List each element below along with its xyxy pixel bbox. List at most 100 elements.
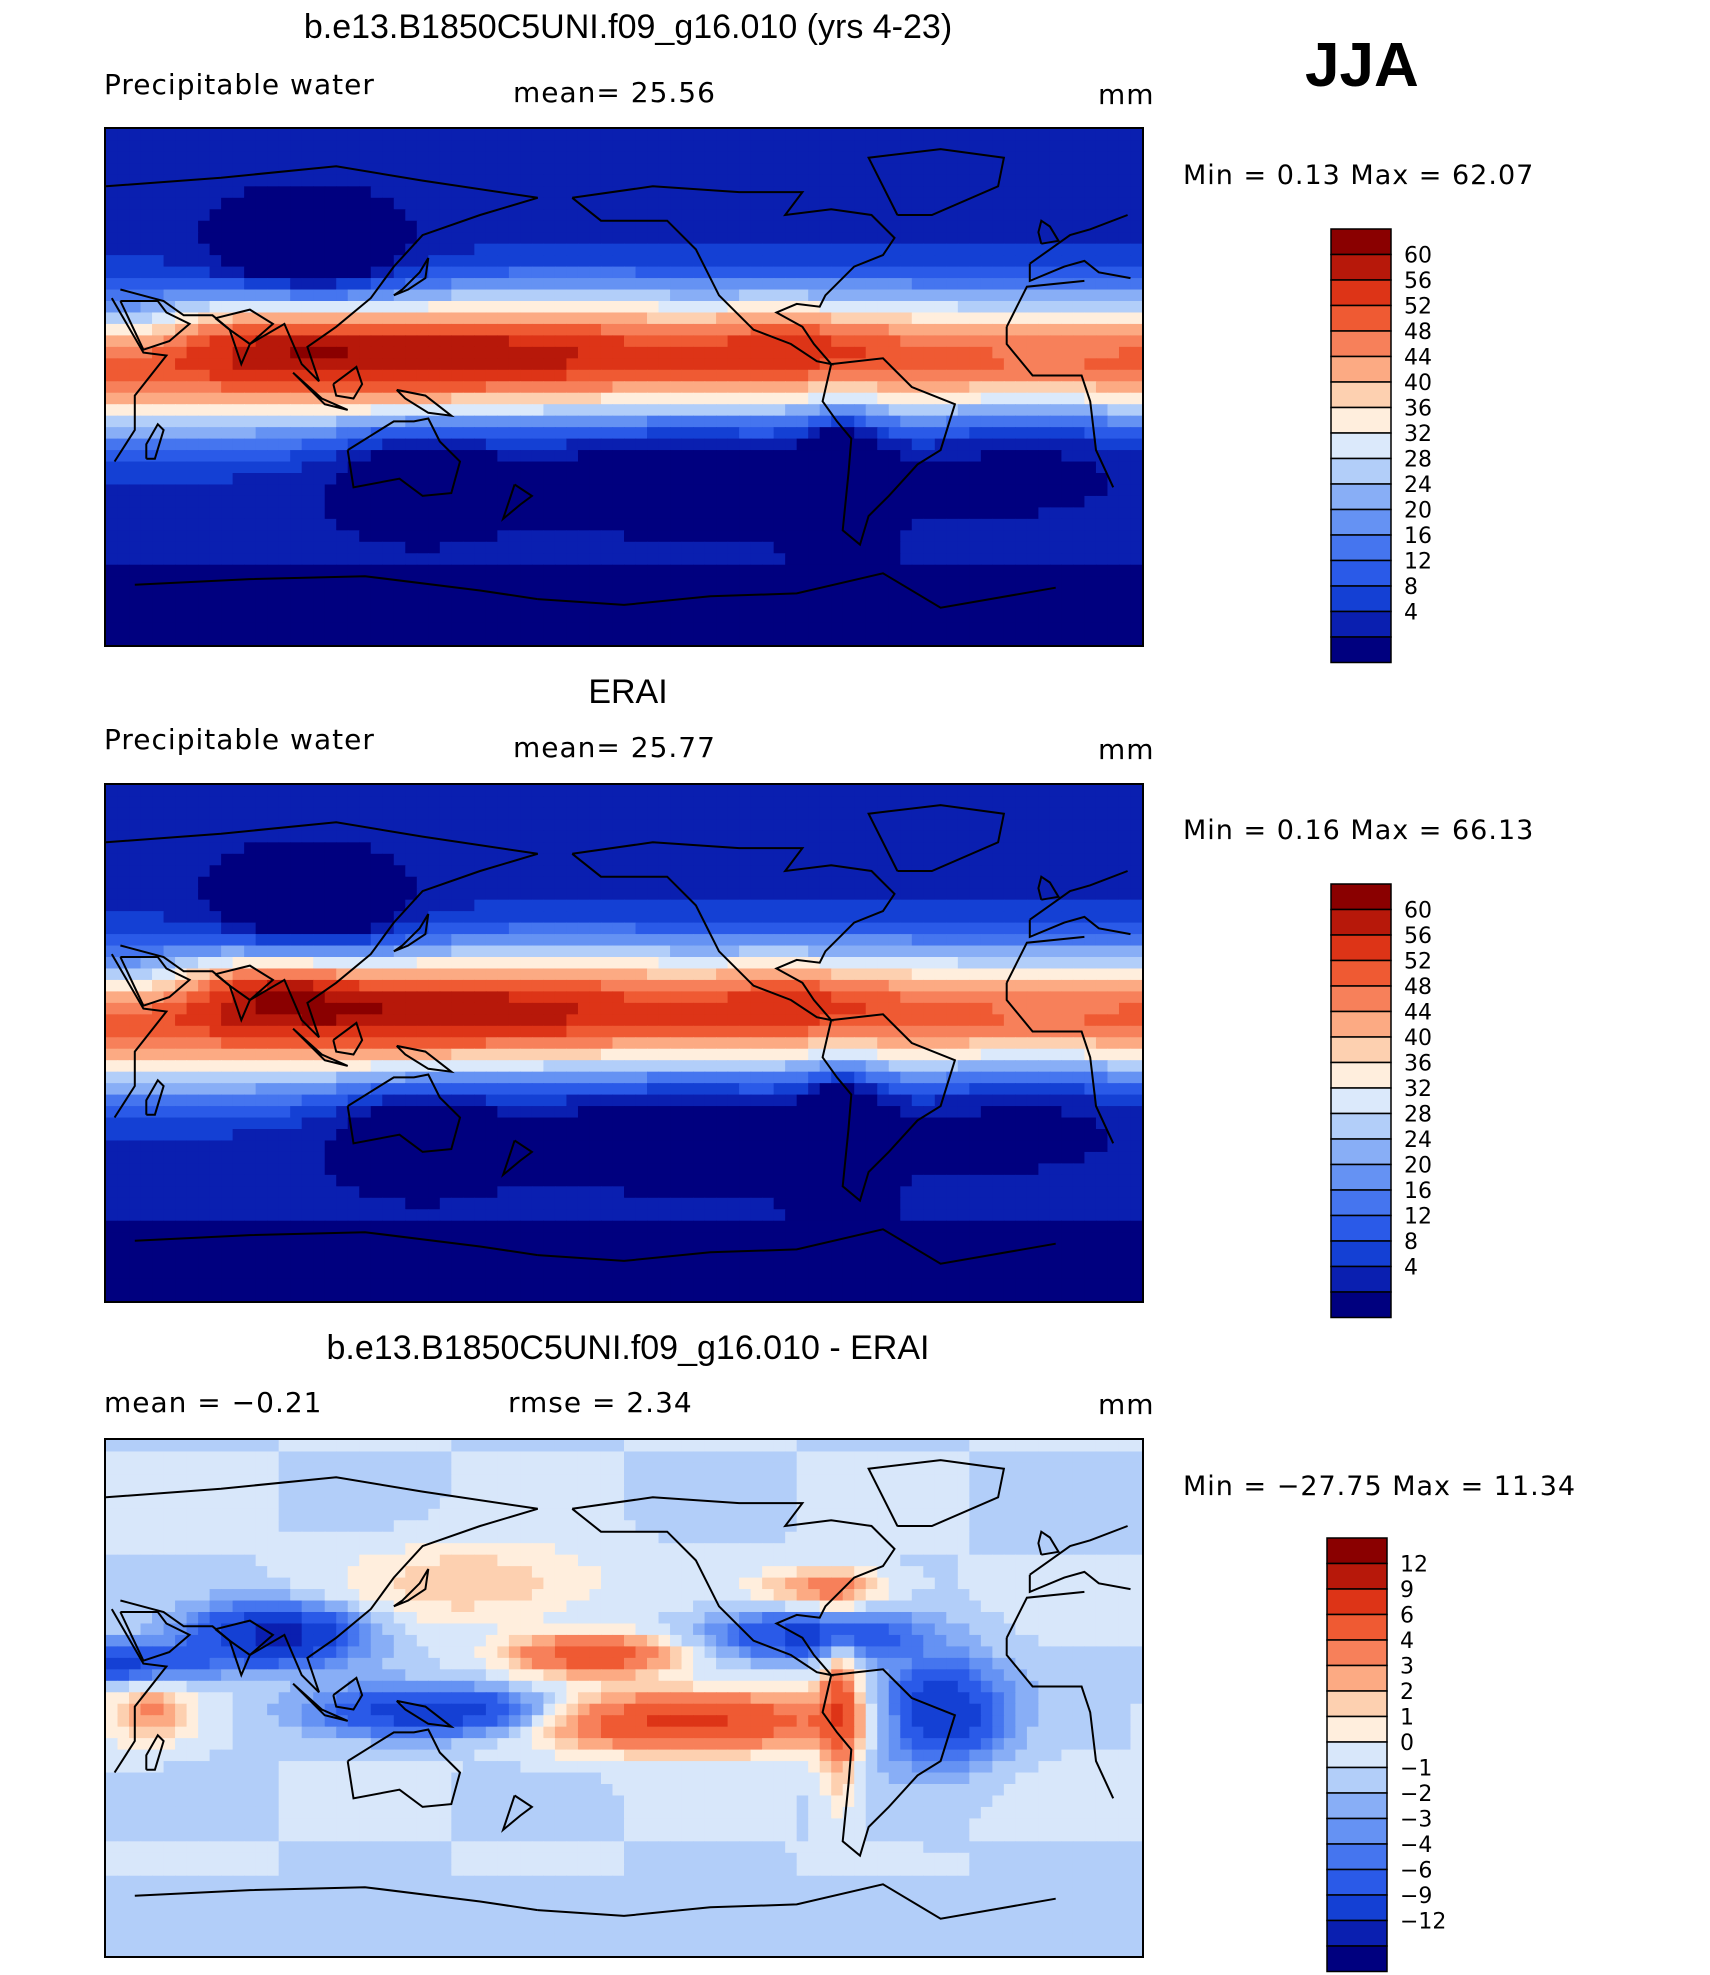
colorbar-tick-label: 16: [1404, 1179, 1432, 1204]
coastline: [134, 1886, 538, 1912]
colorbar-box: [1330, 1214, 1392, 1242]
colorbar-tick-label: 32: [1404, 1077, 1432, 1102]
colorbar-box: [1330, 585, 1392, 613]
colorbar-tick-label: 1: [1400, 1706, 1414, 1731]
colorbar-box: [1330, 1189, 1392, 1217]
colorbar-tick-label: −9: [1400, 1884, 1432, 1909]
coastline: [1005, 1637, 1115, 1799]
coastline: [393, 913, 430, 953]
panel-2-mean-label: mean= 25.77: [513, 731, 716, 764]
colorbar-box: [1326, 1945, 1388, 1973]
colorbar-tick-label: 60: [1404, 244, 1432, 269]
coastline: [501, 483, 534, 522]
coastline: [292, 371, 349, 411]
colorbar-tick-label: 4: [1404, 601, 1418, 626]
colorbar-box: [1326, 1639, 1388, 1667]
colorbar-box: [1330, 934, 1392, 962]
colorbar-box: [1330, 559, 1392, 587]
panel-2-colorbar: 60 56 52 48 44 40 36 32 28 24 20 16 12 8 4: [1330, 883, 1460, 1321]
colorbar-box: [1326, 1562, 1388, 1590]
colorbar-box: [1326, 1792, 1388, 1820]
colorbar-box: [1330, 432, 1392, 460]
colorbar-box: [1330, 959, 1392, 987]
colorbar-box: [1330, 406, 1392, 434]
colorbar-tick-label: 20: [1404, 499, 1432, 524]
coastline: [1005, 279, 1085, 328]
coastline: [393, 257, 430, 297]
coastline: [1029, 1525, 1128, 1576]
colorbar-box: [1330, 253, 1392, 281]
colorbar-box: [1326, 1843, 1388, 1871]
colorbar-tick-label: 40: [1404, 371, 1432, 396]
coastline: [1005, 1590, 1085, 1639]
panel-3-mean-label: mean = −0.21: [104, 1386, 323, 1419]
colorbar-box: [1326, 1613, 1388, 1641]
colorbar-box: [1326, 1817, 1388, 1845]
colorbar-box: [1326, 1715, 1388, 1743]
colorbar-box: [1330, 508, 1392, 536]
coastline: [571, 841, 896, 1022]
colorbar-box: [1330, 228, 1392, 256]
colorbar-tick-label: 4: [1400, 1629, 1414, 1654]
colorbar-box: [1330, 381, 1392, 409]
panel-1-map: [104, 127, 1144, 647]
colorbar-box: [1330, 883, 1392, 911]
colorbar-box: [1330, 1036, 1392, 1064]
coastline: [1029, 214, 1128, 265]
panel-1-minmax: Min = 0.13 Max = 62.07: [1183, 160, 1535, 191]
colorbar-tick-label: −12: [1400, 1910, 1446, 1935]
colorbar-box: [1326, 1894, 1388, 1922]
colorbar-tick-label: 12: [1404, 1205, 1432, 1230]
colorbar-tick-label: 32: [1404, 422, 1432, 447]
colorbar-tick-label: 40: [1404, 1026, 1432, 1051]
colorbar-tick-label: 36: [1404, 1052, 1432, 1077]
colorbar-tick-label: 3: [1400, 1655, 1414, 1680]
coastline: [537, 572, 1056, 609]
coastline: [501, 1794, 534, 1833]
coastline: [571, 185, 896, 366]
coastline: [346, 1073, 462, 1153]
colorbar-box: [1330, 1163, 1392, 1191]
colorbar-tick-label: 48: [1404, 975, 1432, 1000]
coastline: [1029, 870, 1128, 921]
coastline: [332, 1021, 364, 1056]
colorbar-tick-label: 56: [1404, 924, 1432, 949]
colorbar-tick-label: 16: [1404, 524, 1432, 549]
colorbar-tick-label: 52: [1404, 295, 1432, 320]
coastline: [110, 297, 169, 463]
colorbar-tick-label: −3: [1400, 1808, 1432, 1833]
colorbar-tick-label: 52: [1404, 950, 1432, 975]
coastline: [110, 1608, 169, 1774]
colorbar-tick-label: 24: [1404, 473, 1432, 498]
coastline: [393, 1568, 430, 1608]
colorbar-tick-label: 56: [1404, 269, 1432, 294]
colorbar-box: [1330, 483, 1392, 511]
colorbar-tick-label: −1: [1400, 1757, 1432, 1782]
coastline: [537, 1228, 1056, 1265]
panel-3-title: b.e13.B1850C5UNI.f09_g16.010 - ERAI: [326, 1329, 930, 1367]
colorbar-box: [1330, 1265, 1392, 1293]
colorbar-box: [1326, 1664, 1388, 1692]
coastline: [1028, 259, 1131, 283]
colorbar-box: [1330, 610, 1392, 638]
coastline: [501, 1139, 534, 1178]
coastline: [1028, 915, 1131, 939]
colorbar-tick-label: 24: [1404, 1128, 1432, 1153]
colorbar-tick-label: −6: [1400, 1859, 1432, 1884]
coastline: [332, 365, 364, 400]
coastline: [119, 956, 192, 1007]
coastline: [1028, 1570, 1131, 1594]
coastline: [145, 422, 165, 460]
coastline: [1005, 935, 1085, 984]
colorbar-tick-label: 20: [1404, 1154, 1432, 1179]
colorbar-tick-label: 28: [1404, 1103, 1432, 1128]
panel-3-colorbar: 12 9 6 4 3 2 1 0 −1 −2 −3 −4 −6 −9 −12: [1326, 1537, 1456, 1975]
colorbar-tick-label: 44: [1404, 1001, 1432, 1026]
panel-1-variable-label: Precipitable water: [104, 68, 375, 101]
colorbar-tick-label: 2: [1400, 1680, 1414, 1705]
coastline: [145, 1733, 165, 1771]
coastline: [332, 1676, 364, 1711]
coastline: [1005, 982, 1115, 1144]
coastline: [537, 1883, 1056, 1920]
colorbar-tick-label: 8: [1404, 1230, 1418, 1255]
